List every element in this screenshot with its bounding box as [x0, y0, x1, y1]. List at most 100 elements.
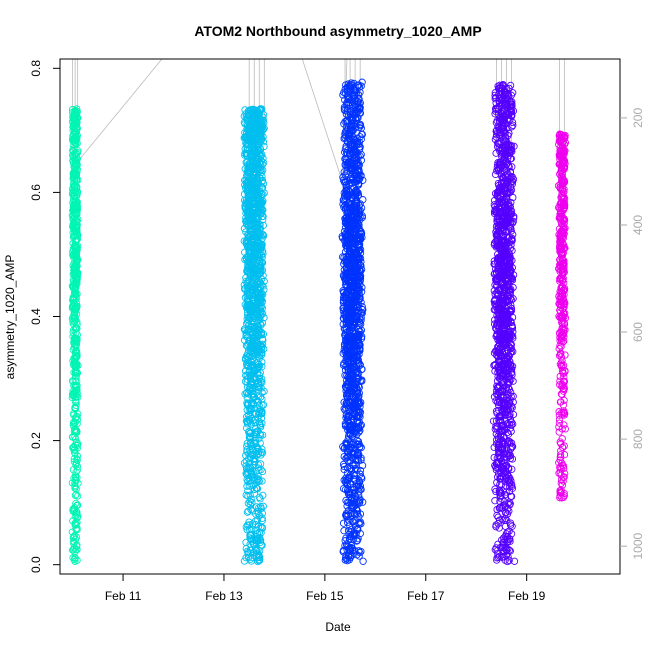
data-point: [73, 492, 82, 500]
data-point: [242, 523, 250, 531]
data-point: [71, 368, 80, 377]
data-point: [71, 134, 79, 142]
data-point: [247, 506, 255, 514]
data-point: [243, 446, 251, 454]
data-point: [69, 506, 77, 514]
data-point: [73, 556, 81, 564]
data-point: [73, 501, 81, 509]
data-point: [71, 155, 79, 164]
data-point: [245, 482, 253, 490]
data-point: [73, 118, 81, 126]
data-point: [69, 329, 77, 337]
data-point: [70, 538, 78, 546]
data-point: [244, 487, 252, 495]
data-point: [71, 425, 79, 434]
data-point: [252, 468, 260, 476]
data-point: [246, 260, 254, 268]
data-point: [72, 426, 81, 435]
data-point: [71, 404, 79, 412]
data-point: [73, 324, 81, 333]
data-point: [73, 545, 81, 554]
data-point: [73, 526, 81, 534]
data-point: [70, 556, 79, 564]
data-point: [72, 499, 80, 508]
data-point: [74, 242, 82, 250]
data-point: [243, 448, 251, 456]
data-point: [70, 109, 79, 118]
series-feb-10: [68, 105, 82, 565]
depth-series: [72, 59, 565, 183]
data-point: [257, 504, 265, 513]
data-point: [69, 146, 77, 154]
data-point: [70, 336, 79, 345]
data-point: [69, 251, 77, 259]
data-point: [248, 443, 257, 451]
data-point: [69, 137, 77, 145]
data-point: [70, 191, 78, 200]
data-point: [70, 326, 78, 334]
data-point: [70, 474, 78, 483]
series-feb-18: [489, 80, 519, 566]
data-point: [68, 393, 76, 402]
data-point: [71, 548, 79, 556]
data-point: [72, 210, 80, 219]
data-point: [70, 173, 78, 181]
data-point: [71, 269, 80, 278]
data-point: [70, 209, 78, 217]
data-point: [74, 393, 82, 401]
data-point: [70, 444, 78, 452]
data-point: [69, 533, 77, 542]
data-point: [72, 290, 80, 298]
data-point: [71, 361, 79, 369]
data-point: [72, 401, 80, 409]
data-point: [73, 452, 82, 460]
data-point: [73, 279, 81, 288]
data-point: [71, 484, 79, 492]
chart-title: ATOM2 Northbound asymmetry_1020_AMP: [194, 23, 481, 39]
data-point: [257, 307, 265, 316]
data-point: [72, 293, 80, 301]
data-point: [253, 503, 261, 511]
data-point: [71, 413, 80, 422]
data-point: [243, 172, 252, 181]
data-point: [69, 421, 78, 429]
data-point: [70, 340, 79, 349]
data-point: [72, 468, 80, 476]
data-point: [71, 363, 79, 371]
data-point: [71, 218, 79, 226]
data-point: [73, 415, 82, 424]
series-feb-15: [338, 78, 367, 565]
data-points: [68, 78, 570, 566]
data-point: [74, 231, 82, 239]
data-point: [73, 352, 81, 360]
data-point: [73, 183, 81, 192]
data-point: [73, 200, 81, 208]
data-point: [246, 491, 254, 499]
data-point: [73, 349, 81, 358]
data-point: [69, 409, 78, 418]
data-point: [73, 257, 81, 265]
data-point: [70, 310, 78, 318]
data-point: [72, 476, 80, 485]
data-point: [258, 477, 266, 485]
data-point: [70, 314, 78, 322]
data-point: [71, 348, 80, 357]
data-point: [73, 246, 81, 254]
data-point: [243, 424, 251, 432]
data-point: [68, 528, 76, 536]
series-feb-13: [240, 105, 268, 566]
data-point: [71, 222, 79, 231]
series-feb-19: [554, 130, 570, 502]
data-point: [73, 441, 82, 449]
data-point: [69, 153, 77, 161]
data-point: [71, 428, 80, 436]
data-point: [243, 526, 251, 534]
data-point: [72, 341, 80, 350]
data-point: [72, 485, 80, 493]
depth-line: [77, 59, 348, 183]
data-point: [73, 541, 81, 549]
data-point: [71, 266, 79, 274]
data-point: [70, 458, 79, 466]
data-point: [248, 498, 256, 507]
